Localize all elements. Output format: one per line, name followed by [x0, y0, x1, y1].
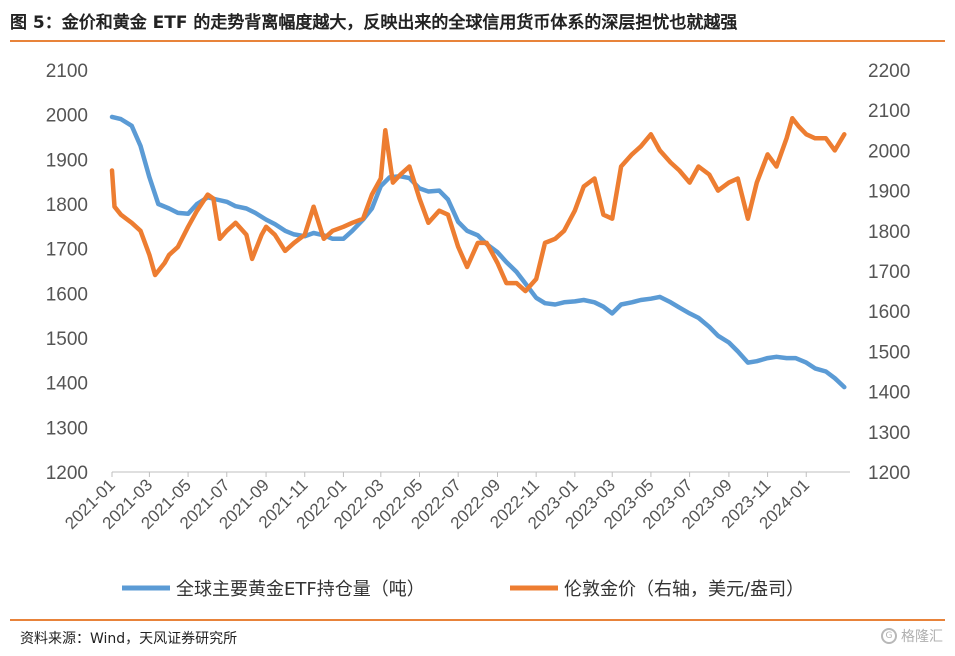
- right-tick-label: 1900: [868, 182, 910, 203]
- left-tick-label: 1800: [46, 195, 88, 216]
- source-note: 资料来源：Wind，天风证券研究所: [20, 631, 238, 647]
- left-tick-label: 1900: [46, 150, 88, 171]
- right-tick-label: 1600: [868, 302, 910, 323]
- legend-label-etf: 全球主要黄金ETF持仓量（吨）: [176, 579, 425, 600]
- left-axis: 1200 1300 1400 1500 1600 1700 1800 1900 2000 2100: [46, 61, 88, 484]
- series-line-gold: [109, 115, 847, 294]
- watermark: G 格隆汇: [881, 626, 943, 646]
- right-tick-label: 1500: [868, 342, 910, 363]
- left-tick-label: 1200: [46, 463, 88, 484]
- left-tick-label: 1300: [46, 418, 88, 439]
- legend: 全球主要黄金ETF持仓量（吨） 伦敦金价（右轴，美元/盎司）: [122, 579, 804, 600]
- left-tick-label: 1400: [46, 374, 88, 395]
- left-tick-label: 1500: [46, 329, 88, 350]
- right-tick-label: 1700: [868, 262, 910, 283]
- right-tick-label: 2000: [868, 141, 910, 162]
- bottom-rule: [10, 619, 945, 621]
- right-axis: 1200 1300 1400 1500 1600 1700 1800 1900 2000 2100…: [868, 61, 910, 484]
- watermark-logo-icon: G: [881, 628, 897, 644]
- right-tick-label: 1400: [868, 383, 910, 404]
- right-tick-label: 1200: [868, 463, 910, 484]
- series-layer: [109, 114, 847, 390]
- right-tick-label: 1800: [868, 222, 910, 243]
- right-tick-label: 2100: [868, 101, 910, 122]
- right-tick-label: 2200: [868, 61, 910, 82]
- left-tick-label: 2000: [46, 106, 88, 127]
- series-line-etf: [109, 114, 847, 390]
- left-tick-label: 1700: [46, 240, 88, 261]
- legend-label-gold: 伦敦金价（右轴，美元/盎司）: [564, 579, 804, 600]
- chart-title: 图 5：金价和黄金 ETF 的走势背离幅度越大，反映出来的全球信用货币体系的深层…: [10, 13, 738, 33]
- left-tick-label: 2100: [46, 61, 88, 82]
- x-axis: 2021-012021-032021-052021-072021-092021-…: [61, 471, 850, 533]
- right-tick-label: 1300: [868, 423, 910, 444]
- left-tick-label: 1600: [46, 284, 88, 305]
- top-rule: [10, 40, 945, 42]
- watermark-text: 格隆汇: [901, 629, 943, 645]
